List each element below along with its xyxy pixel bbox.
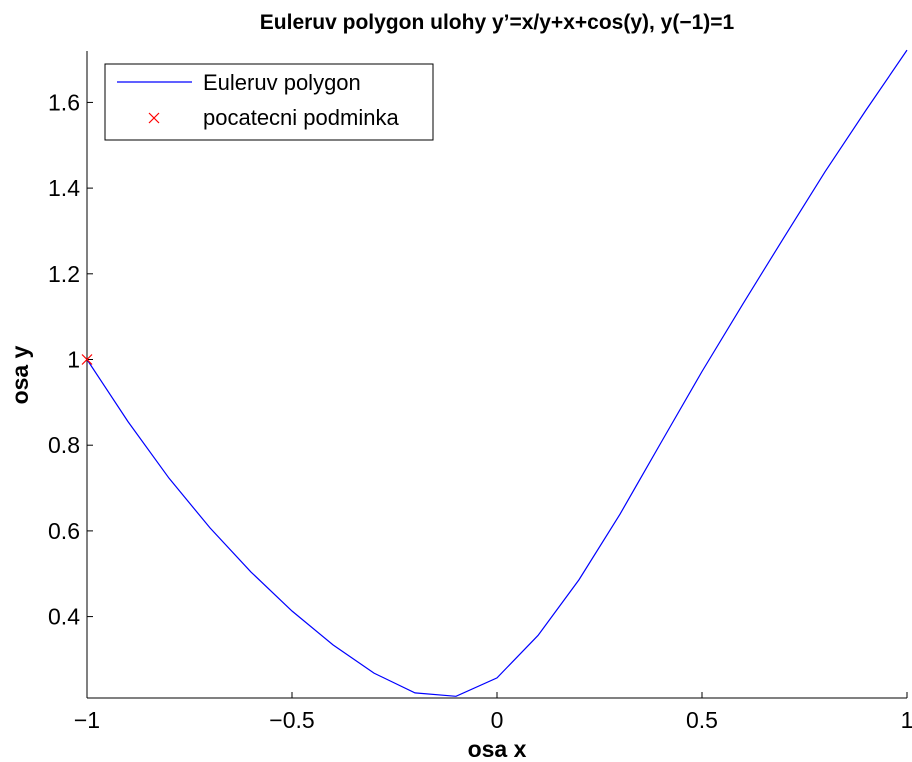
x-axis-ticks: −1 −0.5 0 0.5 1 bbox=[74, 692, 912, 733]
series-layer bbox=[81, 49, 908, 697]
legend: Euleruv polygon pocatecni podminka bbox=[104, 63, 434, 141]
legend-marker-swatch bbox=[148, 112, 160, 124]
x-tick-label: −1 bbox=[74, 707, 100, 733]
y-tick-label: 0.8 bbox=[48, 432, 80, 458]
x-tick-label: −0.5 bbox=[269, 707, 314, 733]
x-tick-label: 0 bbox=[491, 707, 504, 733]
data-point-pocatecni-podminka bbox=[81, 354, 93, 365]
y-tick-label: 1.2 bbox=[48, 261, 80, 287]
chart-title: Euleruv polygon ulohy y’=x/y+x+cos(y), y… bbox=[260, 11, 735, 34]
y-axis-ticks: 0.4 0.6 0.8 1 1.2 1.4 1.6 bbox=[48, 89, 93, 630]
legend-label-pocatecni-podminka: pocatecni podminka bbox=[203, 105, 399, 130]
y-axis-title: osa y bbox=[7, 345, 33, 404]
legend-box bbox=[104, 63, 434, 141]
legend-label-euleruv-polygon: Euleruv polygon bbox=[203, 70, 361, 95]
series-line-euleruv-polygon bbox=[86, 49, 908, 697]
plot-area bbox=[86, 51, 907, 699]
y-tick-label: 0.4 bbox=[48, 604, 80, 630]
y-tick-label: 0.6 bbox=[48, 518, 80, 544]
x-tick-label: 1 bbox=[901, 707, 912, 733]
x-axis-title: osa x bbox=[468, 736, 527, 762]
y-tick-label: 1.6 bbox=[48, 89, 80, 115]
x-tick-label: 0.5 bbox=[686, 707, 718, 733]
y-tick-label: 1.4 bbox=[48, 175, 80, 201]
y-tick-label: 1 bbox=[67, 347, 80, 373]
